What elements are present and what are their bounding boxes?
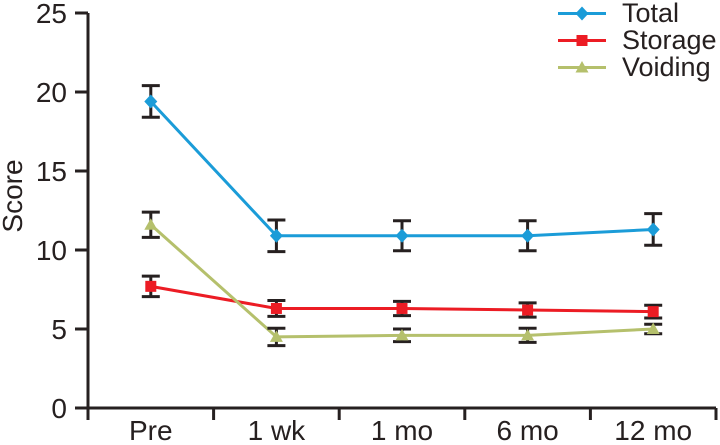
voiding-series-line-triangle-icon (558, 61, 606, 73)
svg-text:Score: Score (0, 159, 28, 232)
total-series-line-diamond-icon (558, 6, 606, 21)
svg-text:20: 20 (36, 77, 67, 108)
legend-label-voiding: Voiding (622, 52, 711, 82)
svg-text:25: 25 (36, 0, 67, 29)
legend-item-storage: Storage (556, 27, 717, 54)
svg-text:6 mo: 6 mo (496, 415, 558, 445)
svg-text:1 wk: 1 wk (248, 415, 307, 445)
svg-text:0: 0 (51, 393, 67, 424)
chart-legend: Total Storage Voiding (556, 0, 717, 81)
storage-series-line-square-icon (558, 35, 606, 46)
svg-text:Pre: Pre (129, 415, 173, 445)
legend-label-total: Total (622, 0, 680, 28)
svg-text:12 mo: 12 mo (614, 415, 692, 445)
svg-text:5: 5 (51, 314, 67, 345)
svg-text:15: 15 (36, 156, 67, 187)
svg-text:10: 10 (36, 235, 67, 266)
legend-item-total: Total (556, 0, 717, 27)
legend-item-voiding: Voiding (556, 54, 717, 81)
svg-text:1 mo: 1 mo (371, 415, 433, 445)
legend-label-storage: Storage (622, 25, 717, 55)
